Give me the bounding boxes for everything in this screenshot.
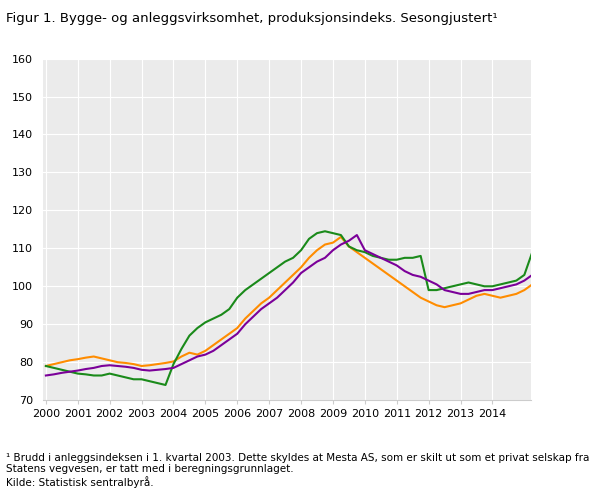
Text: Figur 1. Bygge- og anleggsvirksomhet, produksjonsindeks. Sesongjustert¹: Figur 1. Bygge- og anleggsvirksomhet, pr… xyxy=(6,12,498,25)
Text: ¹ Brudd i anleggsindeksen i 1. kvartal 2003. Dette skyldes at Mesta AS, som er s: ¹ Brudd i anleggsindeksen i 1. kvartal 2… xyxy=(6,452,589,488)
